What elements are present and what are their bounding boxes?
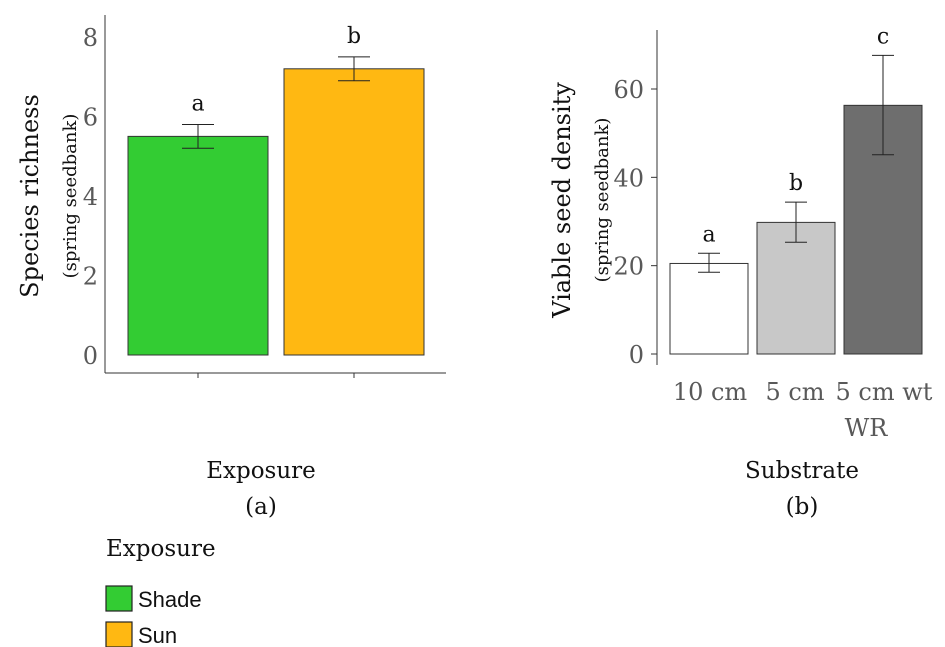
panel-b-y-tick-label: 40 (613, 164, 644, 192)
panel-b-y-tick-label: 60 (613, 76, 644, 104)
panel-a-y-label-sub: (spring seedbank) (60, 114, 81, 279)
panel-a-y-tick-label: 6 (83, 104, 98, 132)
bar-shade (127, 135, 269, 356)
panel-a-y-ticks: 0 2 4 6 8 (83, 24, 98, 370)
panel-b-chart: 0 20 40 60 a b c 10 cm 5 cm 5 cm wt WR Viable se… (548, 24, 933, 520)
panel-b-x-tick-label: 10 cm (673, 378, 748, 406)
significance-letter: b (347, 24, 361, 49)
panel-a-panel-label: (a) (245, 494, 277, 520)
panel-a-y-tick-label: 2 (83, 263, 98, 291)
bar-sun (283, 68, 425, 356)
panel-a-y-label: Species richness (16, 94, 44, 298)
significance-letter: a (191, 91, 204, 116)
legend-swatch-sun (105, 621, 133, 647)
panel-b-x-ticks: 10 cm 5 cm 5 cm wt WR (673, 378, 933, 442)
panel-a-y-tick-label: 0 (83, 342, 98, 370)
panel-b-y-label-sub-group: (spring seedbank) (592, 118, 613, 283)
legend-swatch-shade (105, 585, 133, 612)
significance-letter: b (789, 171, 803, 196)
panel-b-panel-label: (b) (786, 494, 819, 520)
legend-label-shade: Shade (138, 587, 202, 612)
panel-b-bars: a b c (669, 24, 923, 355)
panel-b-y-ticks: 0 20 40 60 (613, 76, 657, 369)
panel-a-y-tick-label: 4 (83, 183, 98, 211)
panel-a-x-label: Exposure (206, 458, 316, 484)
panel-b-x-label: Substrate (745, 458, 859, 484)
panel-a-y-label-sub-group: (spring seedbank) (60, 114, 81, 279)
legend-label-sun: Sun (138, 623, 177, 647)
panel-b-y-label-sub: (spring seedbank) (592, 118, 613, 283)
panel-a-y-label-main: Species richness (16, 94, 44, 298)
significance-letter: c (877, 24, 889, 49)
legend-title: Exposure (106, 536, 216, 562)
panel-a-bars: ab (127, 24, 425, 378)
panel-b-y-tick-label: 0 (629, 341, 644, 369)
panel-b-y-label: Viable seed density (548, 82, 576, 319)
panel-b-x-tick-label: 5 cm (765, 378, 824, 406)
legend: Exposure Shade Sun (105, 536, 216, 647)
panel-a-y-tick-label: 8 (83, 24, 98, 52)
significance-letter: a (702, 222, 715, 247)
bar-10-cm (669, 262, 749, 355)
panel-b-x-tick-label: 5 cm wt WR (836, 378, 933, 442)
panel-b-y-label-main: Viable seed density (548, 82, 576, 319)
panel-b-y-tick-label: 20 (613, 253, 644, 281)
